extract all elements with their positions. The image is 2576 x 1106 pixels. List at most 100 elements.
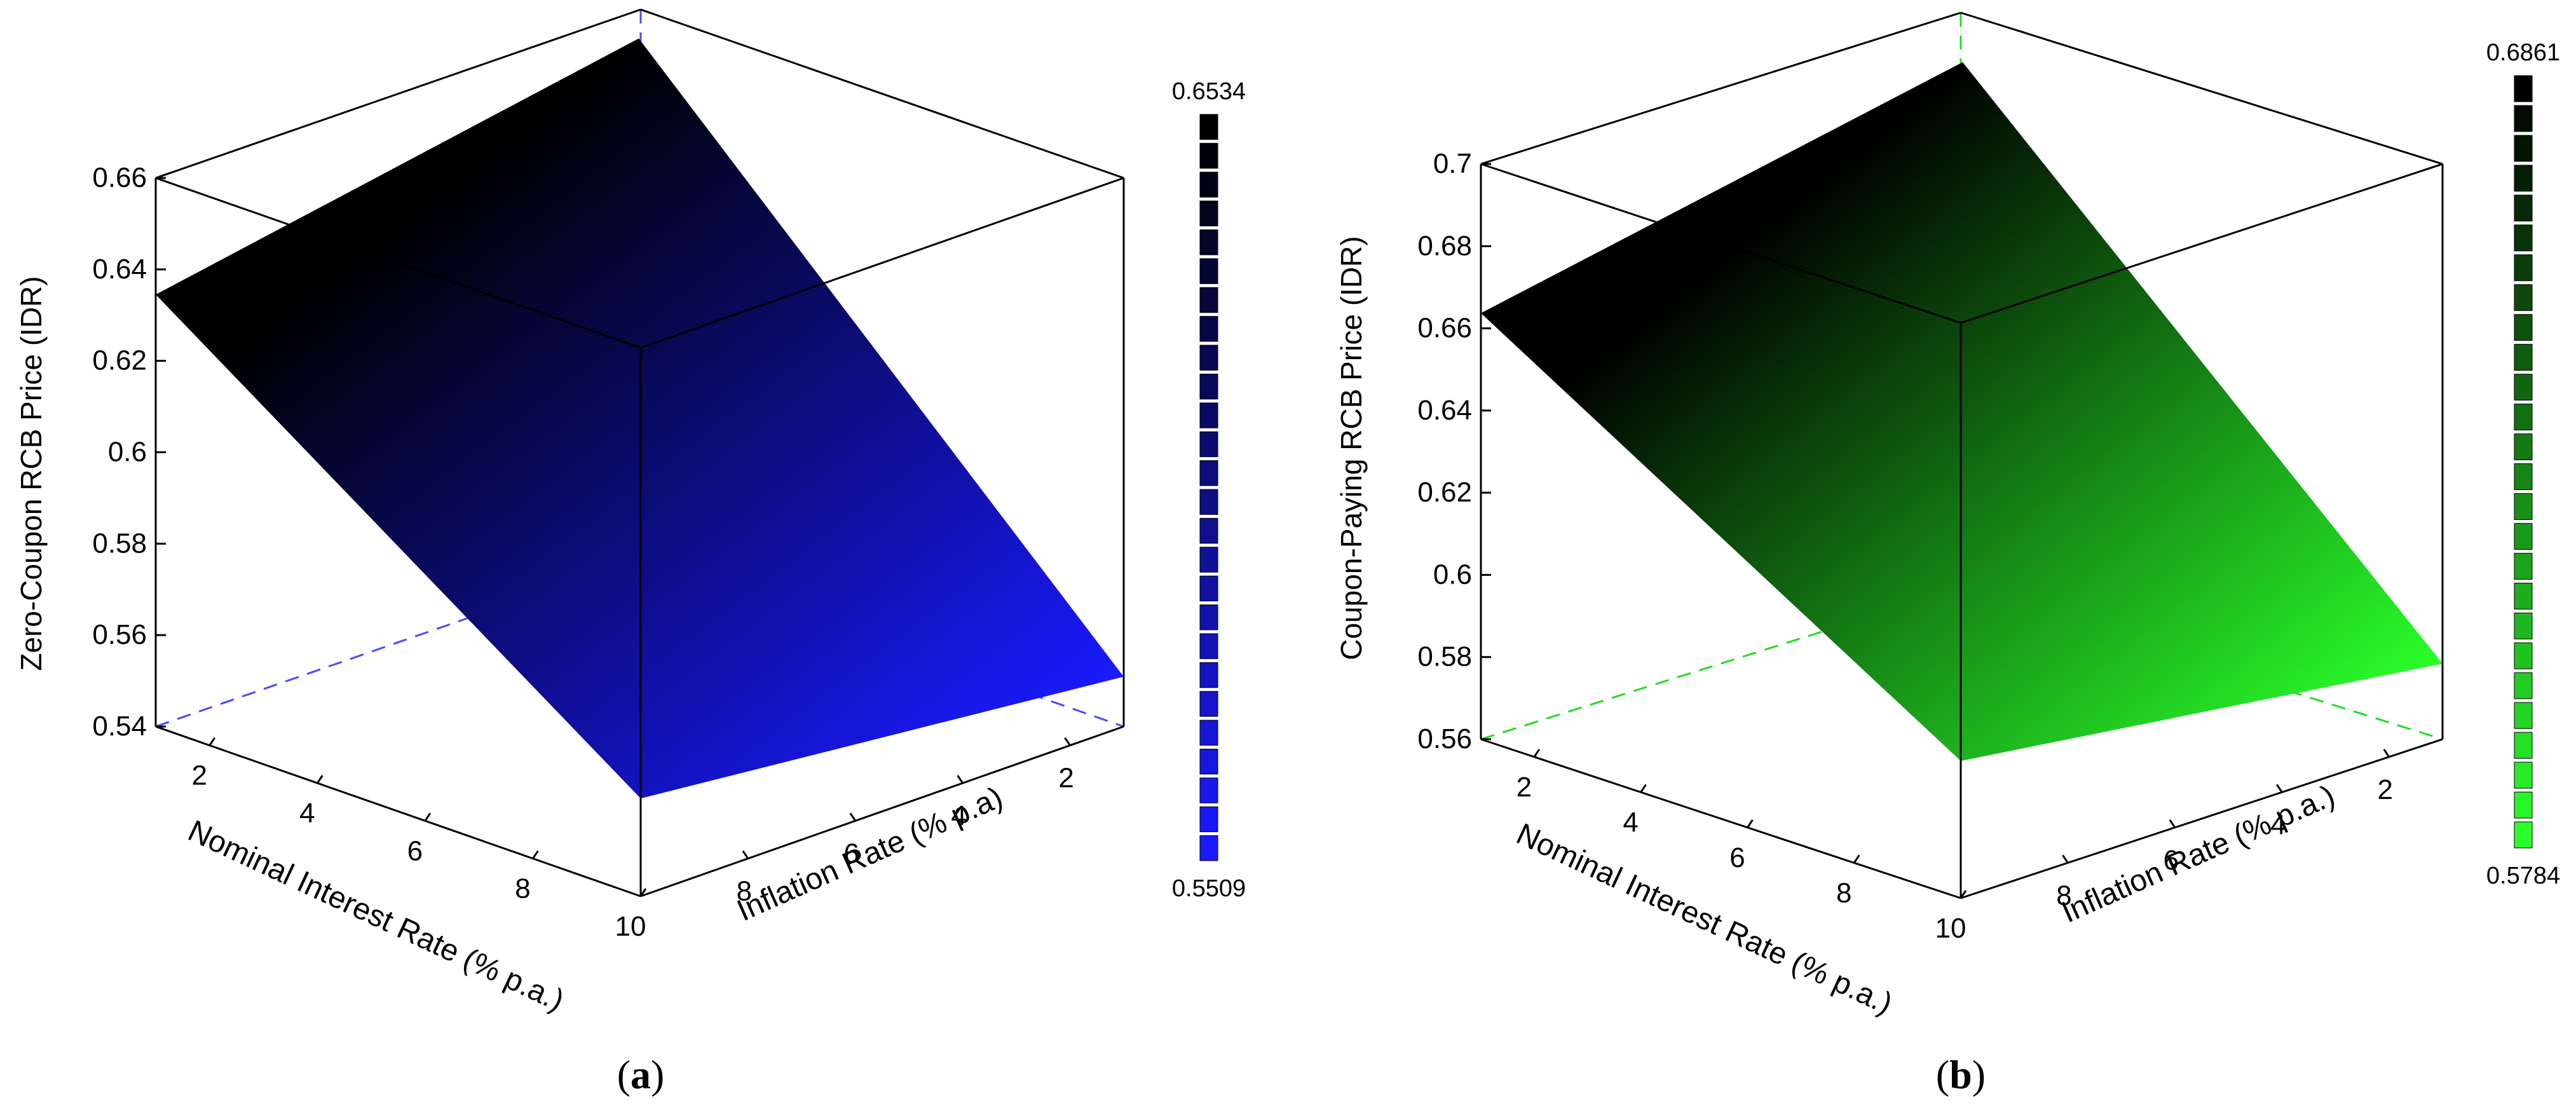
colorbar-swatch xyxy=(1199,200,1218,227)
z-tick-label: 0.64 xyxy=(92,254,147,285)
y-tick-label: 6 xyxy=(2164,845,2179,876)
x-tick-label: 10 xyxy=(1935,913,1966,944)
colorbar-swatch xyxy=(2514,284,2533,311)
box-top-back-right xyxy=(1960,11,2443,165)
x-tick-mark xyxy=(1640,784,1647,793)
colorbar-min-label: 0.5509 xyxy=(1172,875,1246,902)
x-axis-label: Nominal Interest Rate (% p.a.) xyxy=(183,814,569,1018)
colorbar-swatch xyxy=(2514,404,2533,431)
y-tick-mark xyxy=(957,775,964,784)
colorbar-swatch xyxy=(2514,791,2533,819)
box-top-back-left xyxy=(155,8,641,179)
x-tick-mark xyxy=(317,775,324,784)
box-top-front-right xyxy=(640,177,1124,349)
box-top-back-left xyxy=(1480,11,1961,165)
x-tick-label: 6 xyxy=(1729,842,1745,873)
z-tick-label: 0.56 xyxy=(1417,723,1472,754)
colorbar-swatch xyxy=(1199,575,1218,602)
z-tick-label: 0.6 xyxy=(108,437,147,468)
x-tick-mark xyxy=(639,888,647,897)
colorbar-swatch xyxy=(1199,835,1218,861)
x-tick-mark xyxy=(1747,819,1754,828)
z-tick-label: 0.6 xyxy=(1433,559,1472,590)
colorbar-swatch xyxy=(1199,806,1218,833)
colorbar-swatch xyxy=(2514,522,2533,550)
x-tick-label: 8 xyxy=(515,873,530,905)
y-tick-mark xyxy=(2062,854,2069,864)
box-base-front-left xyxy=(155,725,641,898)
y-tick-mark xyxy=(2276,784,2283,793)
colorbar-swatch xyxy=(1199,373,1218,400)
x-tick-label: 4 xyxy=(299,798,315,829)
x-tick-mark xyxy=(1959,890,1967,899)
colorbar-swatch xyxy=(2514,75,2533,102)
z-tick-label: 0.62 xyxy=(92,345,147,376)
colorbar-swatch xyxy=(2514,612,2533,639)
colorbar-swatch xyxy=(2514,702,2533,729)
y-tick-mark xyxy=(2169,819,2176,828)
colorbar-max-label: 0.6861 xyxy=(2486,39,2560,66)
colorbar-swatch xyxy=(2514,374,2533,401)
box-top-front-right xyxy=(1960,163,2443,324)
y-axis-label: Inflation Rate (% p.a) xyxy=(732,781,1007,928)
colorbar-swatch xyxy=(1199,229,1218,256)
hidden-base-edge-left xyxy=(155,557,641,728)
colorbar-swatch xyxy=(2514,434,2533,460)
colorbar-swatch xyxy=(1199,114,1218,140)
colorbar-swatch xyxy=(2514,761,2533,789)
colorbar-swatch xyxy=(2514,344,2533,371)
colorbar-swatch xyxy=(2514,582,2533,610)
colorbar-swatch xyxy=(1199,287,1218,313)
x-tick-mark xyxy=(1533,748,1541,758)
z-tick-label: 0.66 xyxy=(1417,313,1472,344)
colorbar-swatch xyxy=(1199,431,1218,458)
colorbar-swatch xyxy=(1199,142,1218,169)
y-tick-label: 8 xyxy=(737,876,752,907)
x-tick-mark xyxy=(1853,854,1860,864)
colorbar-swatch xyxy=(1199,633,1218,659)
colorbar-swatch xyxy=(2514,732,2533,759)
colorbar-swatch xyxy=(1199,258,1218,284)
colorbar-swatch xyxy=(1199,748,1218,775)
colorbar-swatch xyxy=(1199,691,1218,717)
z-tick-label: 0.64 xyxy=(1417,395,1472,426)
panel-label: (a) xyxy=(617,1052,665,1097)
panel-label: (b) xyxy=(1936,1052,1986,1097)
colorbar-swatch xyxy=(2514,105,2533,132)
x-tick-label: 8 xyxy=(1836,877,1851,908)
y-tick-mark xyxy=(1064,737,1071,746)
box-base-front-right xyxy=(640,725,1124,898)
colorbar-swatch xyxy=(2514,195,2533,222)
z-tick-label: 0.58 xyxy=(1417,641,1472,672)
x-tick-label: 6 xyxy=(407,835,423,866)
colorbar-swatch xyxy=(1199,662,1218,688)
y-tick-label: 8 xyxy=(2056,880,2071,911)
x-axis-label: Nominal Interest Rate (% p.a.) xyxy=(1511,817,1898,1021)
colorbar-swatch xyxy=(1199,316,1218,342)
colorbar-swatch xyxy=(1199,402,1218,428)
colorbar-swatch xyxy=(1199,720,1218,746)
z-axis-label: Zero-Coupon RCB Price (IDR) xyxy=(15,276,48,671)
z-tick-label: 0.62 xyxy=(1417,477,1472,508)
x-tick-mark xyxy=(424,812,432,822)
box-base-front-left xyxy=(1480,738,1961,899)
x-tick-label: 4 xyxy=(1623,807,1638,838)
box-base-front-right xyxy=(1960,738,2443,899)
x-tick-label: 2 xyxy=(192,760,207,791)
colorbar-min-label: 0.5784 xyxy=(2486,863,2560,889)
x-tick-mark xyxy=(208,737,216,746)
box-top-front-left xyxy=(1480,163,1961,324)
colorbar-swatch xyxy=(2514,165,2533,192)
y-tick-label: 4 xyxy=(2270,809,2286,840)
z-tick-label: 0.66 xyxy=(92,162,147,193)
colorbar-swatch xyxy=(2514,463,2533,490)
panel-a-chart: 0.54 0.56 0.58 0.6 0.62 0.64 0.66 2 4 6 8 10 8 6 4 2 Zer… xyxy=(15,8,1246,1097)
y-tick-label: 2 xyxy=(2378,774,2393,805)
colorbar-swatch xyxy=(2514,493,2533,520)
colorbar-swatch xyxy=(2514,135,2533,162)
colorbar-swatch xyxy=(1199,517,1218,544)
x-tick-label: 2 xyxy=(1516,772,1532,803)
colorbar-swatch xyxy=(1199,345,1218,371)
y-tick-label: 2 xyxy=(1058,763,1073,794)
z-tick-label: 0.54 xyxy=(92,711,147,742)
